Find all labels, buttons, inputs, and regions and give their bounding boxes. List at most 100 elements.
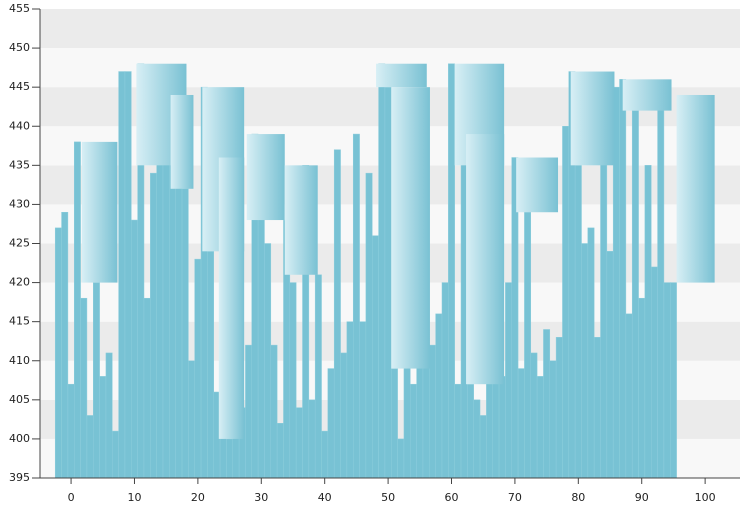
bar [441,282,449,479]
bar [435,313,443,479]
bar [562,126,570,479]
bar [650,266,658,479]
range-bar [284,165,318,275]
bar [321,430,329,479]
bar [188,360,195,479]
y-tick-label: 435 [9,158,30,171]
x-tick-label: 60 [445,491,459,504]
bar [543,329,551,479]
bar [194,258,202,479]
bar [308,399,316,479]
bar [80,297,88,479]
bar [429,344,436,479]
x-tick-label: 20 [191,491,205,504]
y-tick-label: 450 [9,41,30,54]
bar [473,399,481,479]
bar [631,110,639,479]
bar [226,438,234,479]
bar [181,188,189,479]
bar [505,282,512,479]
y-tick-label: 410 [9,354,30,367]
y-tick-label: 395 [9,471,30,484]
bar [606,251,614,479]
bar [207,251,214,479]
bar [327,368,335,479]
y-tick-label: 440 [9,119,30,132]
bar [536,376,544,479]
bar [352,133,360,479]
bar [467,383,474,479]
bar [264,243,272,479]
bar [67,383,75,479]
bar [670,282,677,479]
x-tick-label: 10 [127,491,141,504]
x-tick-label: 90 [635,491,649,504]
grid-band [40,9,740,49]
bar [61,211,69,479]
range-bar [466,134,505,385]
x-tick-label: 50 [381,491,395,504]
bar [175,165,183,479]
bar [365,172,373,479]
x-tick-label: 70 [508,491,522,504]
bar [448,63,455,479]
range-bar [676,94,715,283]
bar [498,376,506,479]
bar [93,282,100,479]
y-tick-label: 400 [9,432,30,445]
bar [295,407,303,479]
bar [663,282,671,479]
range-bar [516,157,559,213]
bar [410,383,417,479]
x-tick-label: 30 [254,491,268,504]
range-bar [391,87,430,369]
y-tick-label: 405 [9,393,30,406]
bar [384,86,392,479]
bar [340,352,348,479]
bar [587,227,595,479]
bar [391,368,398,479]
bar [619,79,627,479]
bar [86,415,94,479]
x-tick-label: 0 [68,491,75,504]
y-tick-label: 415 [9,315,30,328]
bar [131,219,138,479]
bar [549,360,557,479]
bar [124,71,132,479]
range-bar [376,63,427,88]
bar [150,172,157,479]
bar [657,94,665,479]
bar [276,423,284,479]
y-tick-label: 420 [9,276,30,289]
range-bar [170,94,194,189]
bar [156,118,164,479]
bar [593,337,601,479]
bar [530,352,538,479]
y-tick-label: 455 [9,2,30,15]
bar [105,352,113,479]
bar [625,313,633,479]
bar [574,165,582,479]
bar [479,415,487,479]
bar [371,235,379,479]
bar [454,383,462,479]
range-bar [570,71,615,166]
bar [524,211,532,479]
range-bar [81,141,118,283]
bar [99,376,107,479]
range-bar [218,157,245,439]
x-tick-label: 100 [695,491,716,504]
y-tick-label: 425 [9,237,30,250]
x-tick-label: 80 [571,491,585,504]
bar [346,321,354,479]
bar [581,243,589,479]
bar [54,227,62,479]
bar [378,63,386,479]
bar [314,274,322,479]
y-tick-label: 445 [9,80,30,93]
bar [112,430,119,479]
y-tick-label: 430 [9,197,30,210]
bar [555,337,563,479]
bar [118,71,126,479]
